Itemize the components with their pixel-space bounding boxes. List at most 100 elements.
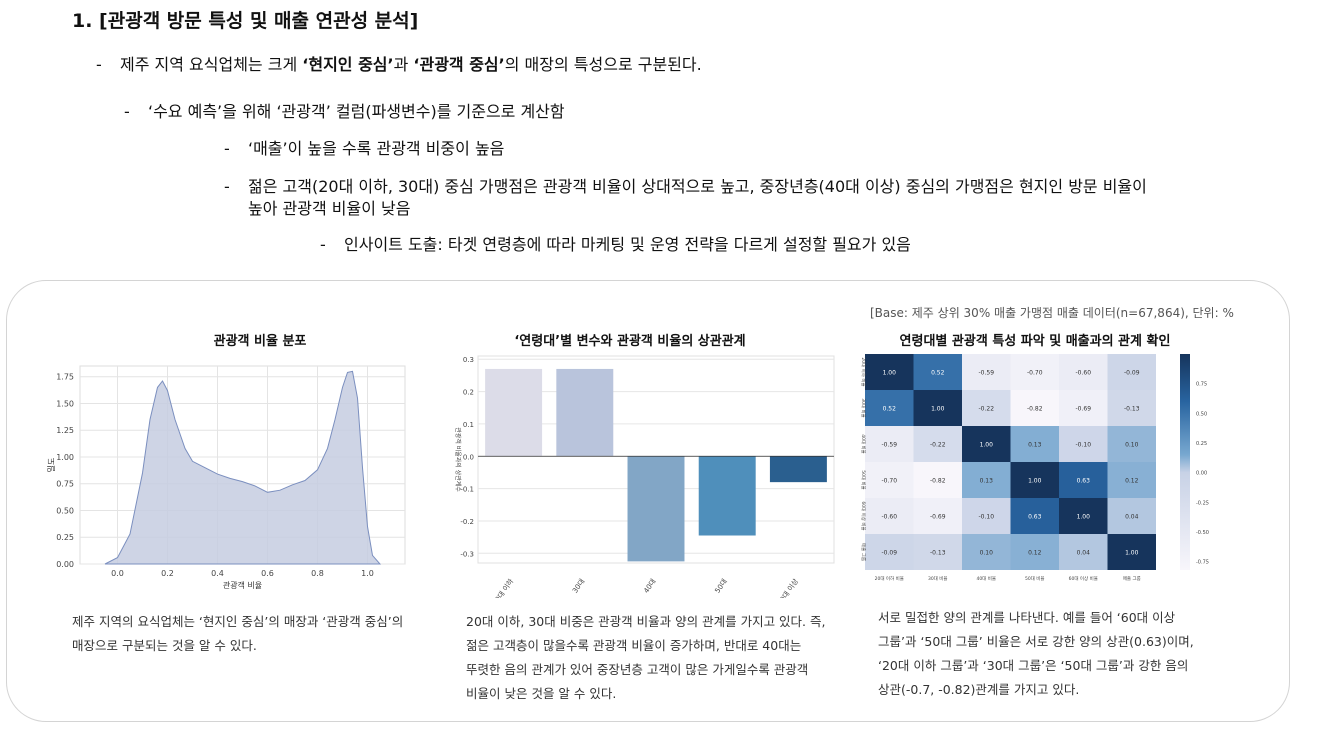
bullet-2: - ‘수요 예측’을 위해 ‘관광객’ 컬럼(파생변수)를 기준으로 계산함 bbox=[124, 102, 565, 121]
x-tick-label: 0.2 bbox=[161, 569, 174, 578]
y-tick-label: 0.1 bbox=[463, 421, 474, 429]
heatmap-cell bbox=[962, 534, 1011, 570]
y-tick-label: 30대 비율 bbox=[860, 398, 867, 418]
cell-value: 0.10 bbox=[1125, 442, 1139, 449]
cell-value: 0.12 bbox=[1125, 478, 1139, 485]
x-tick-label: 40대 비율 bbox=[976, 575, 996, 582]
x-tick-label: 60대 이상 bbox=[775, 577, 800, 598]
bar bbox=[556, 368, 614, 457]
colorbar bbox=[1180, 354, 1190, 570]
heatmap-cell bbox=[1010, 354, 1059, 390]
y-tick-label: -0.2 bbox=[460, 518, 474, 526]
y-tick-label: 0.3 bbox=[463, 356, 474, 364]
x-tick-label: 30대 bbox=[571, 578, 586, 595]
density-chart: 0.00 0.25 0.50 0.75 1.00 1.25 1.50 1.75 0.0 0.2 0.… bbox=[47, 365, 406, 590]
cell-value: 1.00 bbox=[1028, 478, 1042, 485]
colorbar-tick: 0.75 bbox=[1196, 382, 1207, 388]
cell-value: -0.09 bbox=[1124, 370, 1140, 377]
cell-value: 0.13 bbox=[980, 478, 994, 485]
heatmap-cell bbox=[1059, 462, 1108, 498]
bullet-4-cont: 높아 관광객 비율이 낮음 bbox=[248, 199, 411, 218]
y-tick-label: 0.25 bbox=[56, 533, 74, 542]
cell-value: 1.00 bbox=[883, 370, 897, 377]
y-tick-label: 0.50 bbox=[56, 506, 74, 515]
colorbar-tick: -0.75 bbox=[1196, 560, 1209, 566]
x-tick-label: 매출 그룹 bbox=[1123, 575, 1141, 582]
cell-value: 0.13 bbox=[1028, 442, 1042, 449]
x-tick-label: 50대 bbox=[713, 578, 728, 595]
chart2-description: 20대 이하, 30대 비중은 관광객 비율과 양의 관계를 가지고 있다. 즉… bbox=[466, 614, 826, 701]
y-tick-label: 0.75 bbox=[56, 480, 74, 489]
heatmap-cell bbox=[1059, 534, 1108, 570]
y-tick-label: 60대 이상 비율 bbox=[860, 501, 867, 530]
heatmap-cell bbox=[1107, 534, 1156, 570]
cell-value: -0.59 bbox=[881, 442, 897, 449]
cell-value: 0.63 bbox=[1077, 478, 1091, 485]
y-tick-label: 0.0 bbox=[463, 453, 474, 461]
colorbar-tick: -0.50 bbox=[1196, 530, 1209, 536]
bullet-3: - ‘매출’이 높을 수록 관광객 비중이 높음 bbox=[224, 139, 505, 158]
heatmap-cell bbox=[913, 534, 962, 570]
x-tick-label: 0.6 bbox=[261, 569, 274, 578]
heatmap-cell bbox=[1010, 498, 1059, 534]
base-note: [Base: 제주 상위 30% 매출 가맹점 매출 데이터(n=67,864)… bbox=[870, 306, 1234, 320]
cell-value: -0.10 bbox=[978, 514, 994, 521]
cell-value: -0.82 bbox=[930, 478, 946, 485]
chart1-description: 제주 지역의 요식업체는 ‘현지인 중심’의 매장과 ‘관광객 중심’의 매장으로… bbox=[72, 614, 404, 653]
x-axis-label: 관광객 비율 bbox=[223, 580, 262, 590]
heatmap-cell bbox=[913, 426, 962, 462]
chart3-description: 서로 밀접한 양의 관계를 나타낸다. 예를 들어 ‘60대 이상 그룹’과 ‘5… bbox=[878, 610, 1194, 697]
heatmap-cell bbox=[865, 498, 914, 534]
cell-value: 1.00 bbox=[1125, 550, 1139, 557]
cell-value: -0.60 bbox=[881, 514, 897, 521]
heatmap-cell bbox=[865, 426, 914, 462]
y-tick-label: -0.1 bbox=[460, 486, 474, 494]
y-tick-label: 40대 비율 bbox=[860, 434, 867, 454]
bar bbox=[627, 456, 685, 562]
cell-value: -0.69 bbox=[1075, 406, 1091, 413]
correlation-heatmap: 1.00 0.52 -0.59 -0.70 -0.60 -0.09 0.52 1.00 -0.2… bbox=[860, 354, 1209, 582]
heatmap-cell bbox=[1107, 498, 1156, 534]
bar bbox=[769, 456, 827, 483]
y-tick-label: 0.00 bbox=[56, 560, 74, 569]
cell-value: 1.00 bbox=[980, 442, 994, 449]
x-tick-label: 60대 이상 비율 bbox=[1069, 575, 1098, 582]
cell-value: -0.10 bbox=[1075, 442, 1091, 449]
colorbar-tick: 0.25 bbox=[1196, 441, 1207, 447]
cell-value: -0.60 bbox=[1075, 370, 1091, 377]
bullet-1: - 제주 지역 요식업체는 크게 ‘현지인 중심’과 ‘관광객 중심’의 매장의 … bbox=[96, 55, 702, 74]
heatmap-cell bbox=[1107, 462, 1156, 498]
charts-panel bbox=[6, 280, 1290, 722]
cell-value: -0.70 bbox=[881, 478, 897, 485]
cell-value: -0.13 bbox=[1124, 406, 1140, 413]
cell-value: -0.22 bbox=[930, 442, 946, 449]
cell-value: 0.52 bbox=[931, 370, 945, 377]
cell-value: 0.10 bbox=[980, 550, 994, 557]
bar bbox=[485, 368, 543, 457]
x-tick-label: 40대 bbox=[642, 578, 657, 595]
bullet-4: - 젊은 고객(20대 이하, 30대) 중심 가맹점은 관광객 비율이 상대적으… bbox=[224, 177, 1147, 196]
x-tick-label: 0.4 bbox=[211, 569, 224, 578]
x-tick-label: 1.0 bbox=[361, 569, 374, 578]
y-tick-label: 20대 이하 비율 bbox=[860, 357, 867, 386]
heatmap-cell bbox=[913, 462, 962, 498]
y-tick-label: -0.3 bbox=[460, 550, 474, 558]
heatmap-cell bbox=[962, 354, 1011, 390]
cell-value: -0.13 bbox=[930, 550, 946, 557]
density-area bbox=[104, 370, 382, 565]
heatmap-cell bbox=[913, 498, 962, 534]
correlation-bar-chart: 0.3 0.2 0.1 0.0 -0.1 -0.2 -0.3 20대 이하 30대 40대 50대 6… bbox=[454, 355, 835, 598]
heatmap-cell bbox=[865, 354, 914, 390]
cell-value: -0.59 bbox=[978, 370, 994, 377]
heatmap-cell bbox=[1059, 354, 1108, 390]
heatmap-cell bbox=[1010, 462, 1059, 498]
heatmap-cell bbox=[865, 534, 914, 570]
heatmap-cell bbox=[1107, 354, 1156, 390]
x-tick-label: 0.0 bbox=[111, 569, 124, 578]
x-tick-label: 30대 비율 bbox=[928, 575, 948, 582]
heatmap-cell bbox=[1010, 390, 1059, 426]
heatmap-cell bbox=[865, 390, 914, 426]
cell-value: 0.12 bbox=[1028, 550, 1042, 557]
heatmap-cell bbox=[1107, 390, 1156, 426]
x-tick-label: 20대 이하 bbox=[490, 577, 515, 598]
